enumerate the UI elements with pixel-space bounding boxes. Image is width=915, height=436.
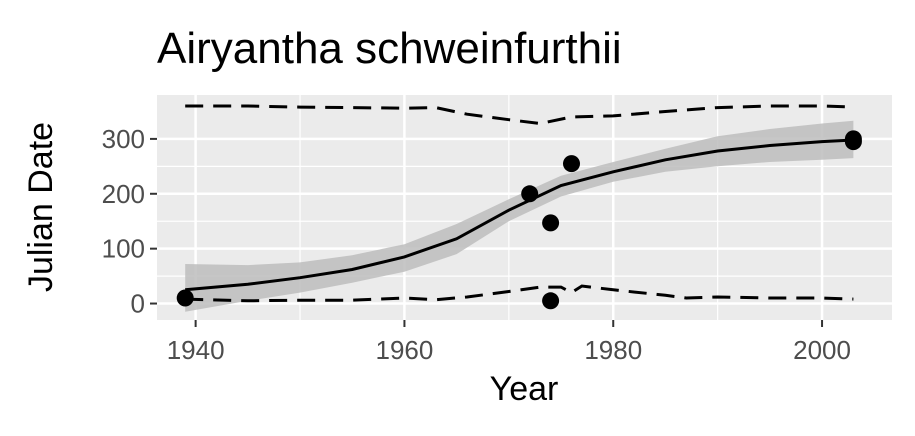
y-axis-title: Julian Date <box>22 122 60 292</box>
data-point <box>521 185 539 203</box>
y-axis-ticks: 0 100 200 300 <box>102 124 157 319</box>
x-axis-ticks: 1940 1960 1980 2000 <box>167 320 851 365</box>
grid <box>157 95 892 320</box>
confidence-band-area <box>185 120 854 312</box>
bound-lines <box>185 104 854 303</box>
lower-bound-line <box>185 284 854 303</box>
x-axis-title: Year <box>490 370 559 408</box>
x-tick-label: 1940 <box>167 335 225 365</box>
y-tick-label: 100 <box>102 234 145 264</box>
data-point <box>563 155 580 173</box>
y-tick-label: 200 <box>102 179 145 209</box>
x-tick-label: 2000 <box>793 335 851 365</box>
data-point <box>844 133 862 151</box>
data-point <box>542 292 560 310</box>
x-tick-label: 1960 <box>376 335 434 365</box>
x-tick-label: 1980 <box>584 335 642 365</box>
y-tick-label: 0 <box>131 289 145 319</box>
upper-bound-line <box>185 104 854 126</box>
data-point <box>176 289 194 307</box>
data-point <box>542 214 560 232</box>
y-tick-label: 300 <box>102 124 145 154</box>
chart-title: Airyantha schweinfurthii <box>157 24 622 73</box>
confidence-band <box>185 120 854 312</box>
data-points <box>176 130 862 310</box>
